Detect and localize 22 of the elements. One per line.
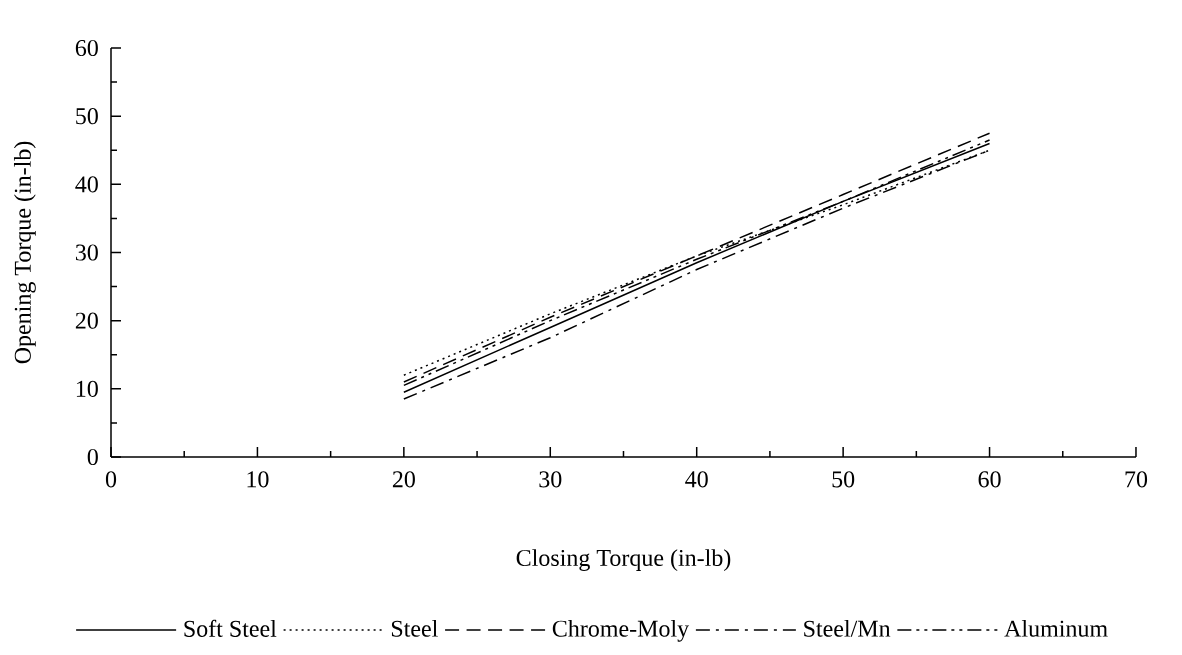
y-tick-label: 10	[76, 380, 98, 397]
x-axis-title: Closing Torque (in-lb)	[516, 549, 731, 571]
y-tick-label: 60	[75, 39, 98, 57]
y-axis-title: Opening Torque (in-lb)	[13, 141, 36, 364]
x-tick-label: 0	[105, 471, 117, 488]
x-tick-label: 20	[392, 471, 415, 488]
x-tick-label: 10	[247, 471, 269, 488]
x-tick-label: 60	[978, 471, 1001, 488]
x-tick-label: 50	[832, 471, 855, 488]
x-tick-label: 40	[685, 471, 708, 488]
y-tick-label: 30	[75, 244, 98, 261]
legend-label: Steel/Mn	[804, 619, 891, 637]
y-tick-label: 40	[75, 176, 98, 193]
x-tick-label: 30	[539, 471, 562, 488]
y-tick-label: 20	[75, 312, 98, 329]
y-tick-label: 50	[76, 108, 98, 125]
y-tick-label: 0	[87, 448, 98, 466]
legend-label: Soft Steel	[184, 619, 277, 637]
legend-label: Aluminum	[1004, 619, 1108, 637]
legend-label: Steel	[391, 619, 438, 637]
legend-label: Chrome-Moly	[552, 619, 690, 642]
x-tick-label: 70	[1125, 471, 1148, 488]
